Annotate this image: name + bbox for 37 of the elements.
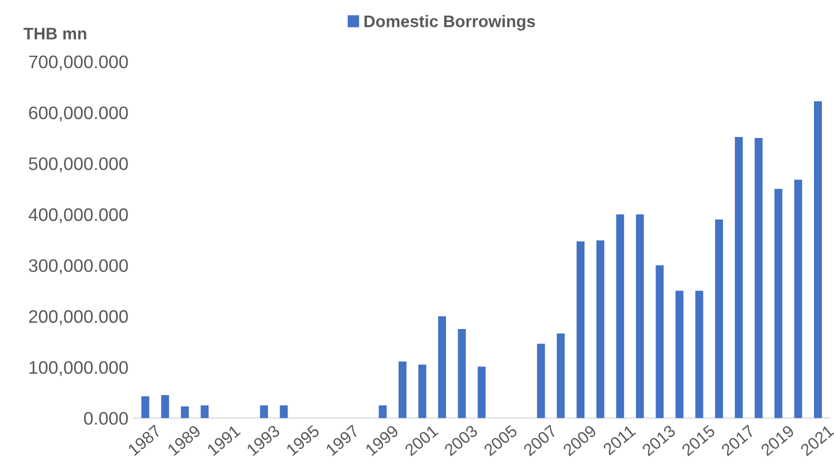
bar [774, 188, 782, 418]
bar [695, 290, 704, 418]
bar [161, 395, 170, 418]
bar [656, 265, 664, 418]
bar [616, 214, 624, 418]
bar [438, 316, 446, 418]
bar [200, 405, 209, 418]
legend-label: Domestic Borrowings [364, 15, 535, 31]
y-tick-label: 600,000.000 [29, 106, 128, 122]
bar [754, 138, 763, 418]
y-tick-label: 200,000.000 [29, 310, 128, 326]
y-tick-label: 700,000.000 [29, 56, 128, 70]
bar [734, 136, 743, 418]
bar [478, 366, 486, 418]
bar [676, 290, 684, 418]
bar [537, 344, 545, 418]
bar [458, 328, 466, 418]
bar [576, 241, 585, 418]
y-tick-label: 0.000 [84, 412, 128, 425]
y-tick-label: 300,000.000 [28, 259, 128, 274]
bar [141, 396, 150, 418]
y-tick-label: 400,000.000 [28, 208, 128, 224]
bar [556, 334, 565, 418]
bar [596, 240, 604, 418]
bar [636, 214, 644, 418]
y-axis-title: THB mn [24, 28, 86, 40]
bar [814, 101, 822, 418]
bar [260, 405, 268, 418]
bar [280, 405, 288, 418]
bar [418, 364, 426, 418]
y-tick-label: 100,000.000 [30, 361, 128, 376]
bar [794, 180, 802, 418]
bar [378, 405, 387, 418]
bar [180, 406, 189, 418]
bar [715, 219, 723, 418]
y-tick-label: 500,000.000 [28, 157, 128, 172]
bar [398, 362, 406, 418]
